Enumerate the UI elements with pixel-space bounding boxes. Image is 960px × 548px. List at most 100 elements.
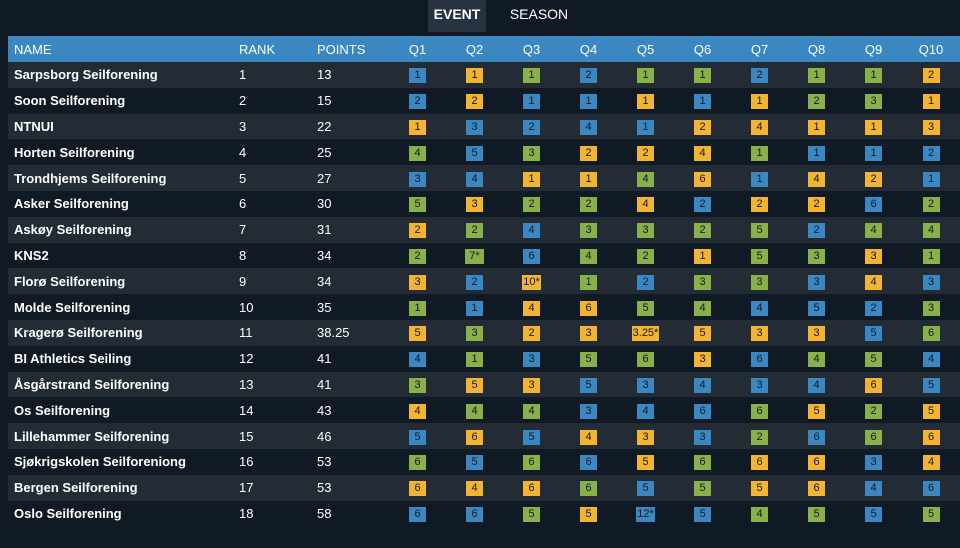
- race-result-badge: 5: [694, 326, 711, 342]
- race-result-cell: 5: [788, 500, 845, 527]
- table-row[interactable]: Oslo Seilforening 18 58 6 6 5 5 12* 5 4 5 5 5: [8, 500, 960, 527]
- race-result-cell: 1: [503, 87, 560, 114]
- tab-event[interactable]: EVENT: [428, 0, 486, 32]
- race-result-cell: 1: [617, 113, 674, 140]
- race-result-cell: 1: [446, 62, 503, 88]
- header-q2[interactable]: Q2: [446, 36, 503, 62]
- race-result-cell: 1: [617, 62, 674, 88]
- race-result-cell: 5: [845, 319, 902, 346]
- header-q7[interactable]: Q7: [731, 36, 788, 62]
- race-result-cell: 1: [788, 62, 845, 88]
- race-result-cell: 5: [845, 500, 902, 527]
- race-result-badge: 5: [751, 223, 768, 239]
- header-points[interactable]: POINTS: [311, 36, 389, 62]
- race-result-cell: 2: [788, 216, 845, 243]
- table-row[interactable]: Sjøkrigskolen Seilforeniong 16 53 6 5 6 6 5 6 6 6 3…: [8, 448, 960, 475]
- race-result-badge: 5: [580, 352, 597, 368]
- race-result-badge: 5: [466, 455, 483, 471]
- race-result-badge: 3: [865, 94, 882, 110]
- header-q1[interactable]: Q1: [389, 36, 446, 62]
- table-row[interactable]: Åsgårstrand Seilforening 13 41 3 5 3 5 3 4 3 4 6 5: [8, 371, 960, 398]
- team-points: 27: [311, 165, 389, 191]
- race-result-badge: 3: [694, 274, 711, 290]
- race-result-cell: 2: [674, 216, 731, 243]
- race-result-badge: 3: [580, 403, 597, 419]
- race-result-badge: 2: [466, 94, 483, 110]
- race-result-cell: 4: [389, 139, 446, 166]
- table-row[interactable]: KNS2 8 34 2 7* 6 4 2 1 5 3 3 1: [8, 242, 960, 269]
- race-result-badge: 2: [466, 274, 483, 290]
- table-header-row: NAME RANK POINTS Q1 Q2 Q3 Q4 Q5 Q6 Q7 Q8…: [8, 36, 960, 62]
- race-result-badge: 3: [922, 119, 940, 135]
- race-result-badge: 1: [637, 119, 654, 135]
- race-result-badge: 3: [808, 248, 825, 264]
- table-row[interactable]: NTNUI 3 22 1 3 2 4 1 2 4 1 1 3: [8, 113, 960, 140]
- race-result-cell: 5: [617, 294, 674, 320]
- race-result-cell: 3: [674, 423, 731, 449]
- header-q8[interactable]: Q8: [788, 36, 845, 62]
- table-row[interactable]: Florø Seilforening 9 34 3 2 10* 1 2 3 3 3 4 3: [8, 268, 960, 295]
- table-row[interactable]: Trondhjems Seilforening 5 27 3 4 1 1 4 6 1 4 2 1: [8, 165, 960, 191]
- race-result-cell: 2: [617, 139, 674, 166]
- team-name: Molde Seilforening: [8, 294, 233, 320]
- header-q3[interactable]: Q3: [503, 36, 560, 62]
- team-name: KNS2: [8, 242, 233, 269]
- race-result-badge: 2: [865, 403, 882, 419]
- team-rank: 3: [233, 113, 311, 140]
- race-result-badge: 2: [922, 197, 940, 213]
- table-row[interactable]: Lillehammer Seilforening 15 46 5 6 5 4 3 3 2 6 6 6: [8, 423, 960, 449]
- table-row[interactable]: Asker Seilforening 6 30 5 3 2 2 4 2 2 2 6 2: [8, 190, 960, 217]
- race-result-cell: 4: [446, 165, 503, 191]
- table-row[interactable]: Askøy Seilforening 7 31 2 2 4 3 3 2 5 2 4 4: [8, 216, 960, 243]
- table-row[interactable]: Os Seilforening 14 43 4 4 4 3 4 6 6 5 2 5: [8, 397, 960, 424]
- race-result-cell: 2: [446, 216, 503, 243]
- header-q5[interactable]: Q5: [617, 36, 674, 62]
- race-result-badge: 2: [409, 94, 426, 110]
- race-result-cell: 3: [560, 216, 617, 243]
- race-result-cell: 5: [674, 474, 731, 501]
- table-row[interactable]: Horten Seilforening 4 25 4 5 3 2 2 4 1 1 1 2: [8, 139, 960, 166]
- race-result-badge: 3: [466, 197, 483, 213]
- race-result-badge: 5: [808, 506, 825, 522]
- race-result-badge: 1: [580, 94, 597, 110]
- table-row[interactable]: Kragerø Seilforening 11 38.25 5 3 2 3 3.25* 5 3 3 5…: [8, 319, 960, 346]
- table-row[interactable]: Soon Seilforening 2 15 2 2 1 1 1 1 1 2 3 1: [8, 87, 960, 114]
- header-q10[interactable]: Q10: [902, 36, 960, 62]
- race-result-badge: 2: [580, 68, 597, 84]
- race-result-badge: 2: [409, 223, 426, 239]
- race-result-cell: 1: [389, 113, 446, 140]
- header-q9[interactable]: Q9: [845, 36, 902, 62]
- race-result-badge: 5: [580, 377, 597, 393]
- header-rank[interactable]: RANK: [233, 36, 311, 62]
- race-result-badge: 1: [865, 145, 882, 161]
- race-result-cell: 4: [845, 268, 902, 295]
- race-result-badge: 6: [580, 481, 597, 497]
- header-q6[interactable]: Q6: [674, 36, 731, 62]
- race-result-cell: 5: [446, 371, 503, 398]
- table-row[interactable]: Molde Seilforening 10 35 1 1 4 6 5 4 4 5 2 3: [8, 294, 960, 320]
- race-result-badge: 5: [637, 481, 654, 497]
- race-result-badge: 6: [466, 506, 483, 522]
- race-result-badge: 3: [694, 352, 711, 368]
- race-result-badge: 2: [637, 274, 654, 290]
- race-result-badge: 4: [409, 145, 426, 161]
- tab-season[interactable]: SEASON: [509, 6, 569, 22]
- race-result-cell: 1: [731, 165, 788, 191]
- team-points: 53: [311, 448, 389, 475]
- team-rank: 16: [233, 448, 311, 475]
- table-row[interactable]: Sarpsborg Seilforening 1 13 1 1 1 2 1 1 2 1 1 2: [8, 62, 960, 88]
- race-result-badge: 4: [523, 403, 540, 419]
- race-result-cell: 4: [560, 423, 617, 449]
- race-result-badge: 4: [865, 223, 882, 239]
- table-row[interactable]: Bergen Seilforening 17 53 6 4 6 6 5 5 5 6 4 6: [8, 474, 960, 501]
- race-result-badge: 1: [751, 171, 768, 187]
- race-result-cell: 3: [503, 139, 560, 166]
- table-row[interactable]: BI Athletics Seiling 12 41 4 1 3 5 6 3 6 4 5 4: [8, 345, 960, 372]
- race-result-badge: 5: [466, 145, 483, 161]
- race-result-cell: 1: [503, 62, 560, 88]
- header-q4[interactable]: Q4: [560, 36, 617, 62]
- race-result-badge: 4: [409, 403, 426, 419]
- race-result-cell: 3: [731, 268, 788, 295]
- race-result-cell: 6: [560, 448, 617, 475]
- header-name[interactable]: NAME: [8, 36, 233, 62]
